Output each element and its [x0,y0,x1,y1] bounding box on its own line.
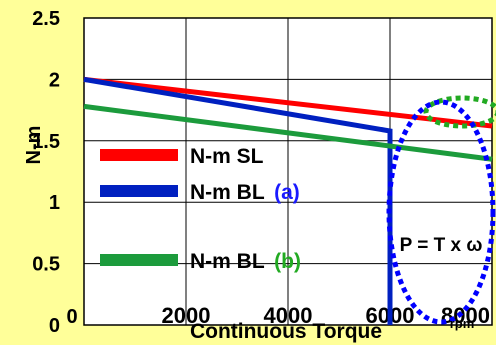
legend-swatch-sl [100,149,178,161]
y-tick-label-5: 0 [49,315,60,337]
y-tick-label-1: 2 [49,69,60,91]
legend: N-m SL N-m BL (a) N-m BL (b) [100,145,301,273]
y-axis-label: N-m [23,126,45,165]
y-tick-label-4: 0.5 [32,254,60,276]
y-tick-label-3: 1 [49,192,60,214]
legend-tag-a: (a) [274,181,300,204]
x-tick-label-0: 2000 [162,303,211,328]
x-axis-label: Continuous Torque [190,320,382,343]
annotation-ellipse [386,99,496,325]
x-tick-label-1: 4000 [264,303,313,328]
legend-label-sl: N-m SL [190,145,264,168]
annotation-label: P = T x ω [400,235,483,256]
legend-tag-b: (b) [274,250,301,273]
series-line-0 [83,76,493,129]
x-tick-label-origin: 0 [66,306,77,328]
legend-label-bl-a: N-m BL (a) [190,181,300,204]
series-lines [83,76,493,325]
annotation-small-ellipse [423,95,496,129]
y-tick-label-2: 1.5 [32,131,60,153]
y-tick-labels: 2.5 2 1.5 1 0.5 0 [32,8,60,337]
legend-label-bl-b: N-m BL (b) [190,250,301,273]
y-tick-label-0: 2.5 [32,8,60,30]
series-line-2 [83,103,493,162]
legend-swatch-bl-a [100,185,178,197]
x-axis-unit: rpm [450,316,475,331]
legend-swatch-bl-b [100,254,178,266]
series-line-1 [83,76,393,325]
